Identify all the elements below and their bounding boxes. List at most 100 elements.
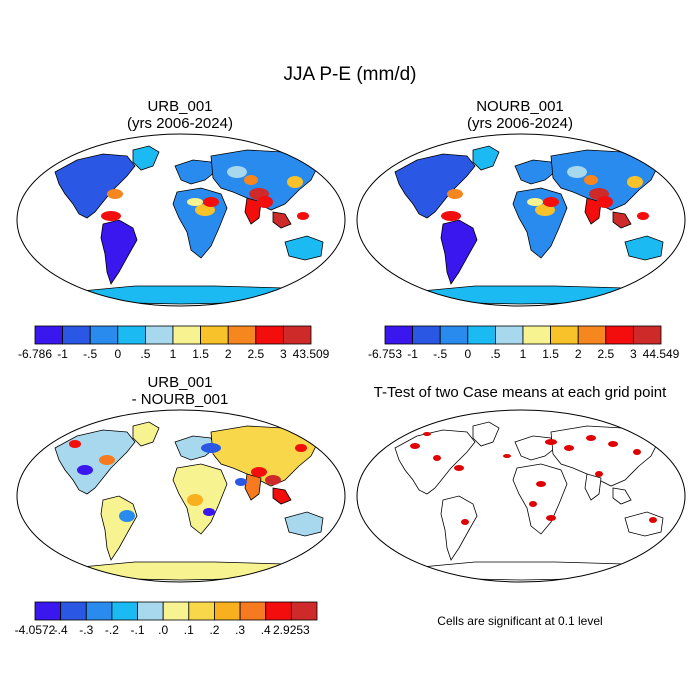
colorbar-tick-label: 1.5 [192, 347, 209, 361]
colorbar-box [111, 601, 138, 621]
field-patch [295, 444, 307, 452]
colorbar-tick-label: .4 [260, 623, 271, 637]
panel-title-diff-line2: - NOURB_001 [131, 391, 229, 408]
colorbar-boxes [34, 325, 312, 345]
field-patch [99, 455, 115, 465]
panel-title-urb-line2: (yrs 2006-2024) [127, 115, 233, 132]
field-patch [101, 211, 121, 221]
colorbar-tick-label: 43.509 [292, 347, 330, 361]
colorbar-box [495, 325, 524, 345]
continent-aus [624, 235, 664, 261]
main-title: JJA P-E (mm/d) [283, 64, 417, 85]
colorbar-box [282, 325, 312, 345]
field-patch [187, 198, 203, 206]
colorbar-box [188, 601, 215, 621]
field-patch [633, 449, 641, 455]
colorbar-tick-label: .5 [140, 347, 151, 361]
field-patch [584, 175, 598, 185]
colorbar-tick-label: 2 [574, 347, 582, 361]
panel-title-ttest: T-Test of two Case means at each grid po… [350, 384, 690, 401]
panel-title-nourb-line2: (yrs 2006-2024) [467, 115, 573, 132]
colorbar-box [137, 601, 164, 621]
colorbar-box [605, 325, 634, 345]
colorbar-tick-label: -.5 [83, 347, 98, 361]
colorbar-tick-label: -4.0572 [14, 623, 56, 637]
colorbar-tick-label: .5 [490, 347, 501, 361]
continent-seasia [612, 211, 632, 229]
map-border [16, 133, 346, 307]
field-patch [545, 439, 557, 445]
map-nourb [356, 133, 686, 307]
field-patch [595, 471, 603, 477]
colorbar-tick-label: 3 [630, 347, 637, 361]
field-patch [564, 445, 574, 451]
colorbar-box [439, 325, 469, 345]
field-patch [107, 189, 123, 199]
map-diff [16, 409, 346, 583]
continent-greenland [472, 145, 500, 171]
colorbar-tick-label: -1 [57, 347, 68, 361]
continent-aus [284, 511, 324, 537]
field-patch [187, 494, 203, 506]
colorbar-box [34, 601, 62, 621]
field-patch [543, 197, 559, 207]
panel-title-urb: URB_001 (yrs 2006-2024) [30, 98, 330, 132]
colorbar-box [467, 325, 496, 345]
colorbar-tick-label: 0 [464, 347, 472, 361]
field-patch [410, 443, 420, 449]
colorbar-tick-label: .2 [209, 623, 220, 637]
colorbar-tick-label: 1 [519, 347, 527, 361]
colorbar-box [384, 325, 414, 345]
field-patch [615, 571, 627, 577]
field-patch [423, 432, 431, 436]
field-patch [597, 196, 613, 208]
panel-title-urb-line1: URB_001 [147, 98, 213, 115]
field-patch [536, 481, 546, 487]
field-patch [637, 212, 649, 220]
continent-eur [514, 159, 556, 185]
field-patch [447, 189, 463, 199]
map-border [16, 409, 346, 583]
colorbar-tick-label: -.2 [104, 623, 119, 637]
map-urb [16, 133, 346, 307]
continent-greenland [132, 145, 160, 171]
colorbar-box [172, 325, 202, 345]
continent-seasia [272, 487, 292, 505]
colorbar-tick-label: 0 [114, 347, 122, 361]
field-patch [244, 175, 258, 185]
colorbar-tick-label: -.1 [130, 623, 145, 637]
colorbar-tick-label: .0 [158, 623, 169, 637]
panel-title-nourb-line1: NOURB_001 [476, 98, 564, 115]
continent-sa [440, 495, 478, 561]
colorbar-tick-label: 2.5 [597, 347, 615, 361]
colorbar-box [239, 601, 267, 621]
colorbar-boxes [384, 325, 662, 345]
continent-ant [70, 561, 313, 581]
continent-ant [410, 561, 653, 581]
map-ttest [356, 409, 686, 583]
colorbar-tick-label: 44.549 [642, 347, 680, 361]
field-patch [235, 478, 247, 486]
colorbar-tick-label: 3 [280, 347, 287, 361]
field-patch [287, 176, 303, 188]
continent-sa [440, 219, 478, 285]
field-patch [203, 508, 215, 516]
continent-na [394, 153, 476, 219]
field-patch [119, 510, 135, 522]
colorbar-box [60, 601, 87, 621]
colorbar-box [89, 325, 119, 345]
continent-ant [410, 285, 653, 305]
field-patch [546, 515, 556, 521]
colorbar-tick-label: -.5 [433, 347, 448, 361]
continent-afr [512, 463, 568, 535]
continent-greenland [472, 421, 500, 447]
field-patch [608, 441, 618, 447]
colorbar-box [62, 325, 91, 345]
colorbar-tick-label: .1 [183, 623, 194, 637]
colorbar-tick-label: 2.5 [247, 347, 265, 361]
panel-title-ttest-line1: T-Test of two Case means at each grid po… [373, 384, 667, 401]
colorbar-box [577, 325, 607, 345]
field-patch [195, 204, 215, 216]
colorbar-tick-label: -.3 [79, 623, 94, 637]
colorbar-tick-label: -1 [407, 347, 418, 361]
